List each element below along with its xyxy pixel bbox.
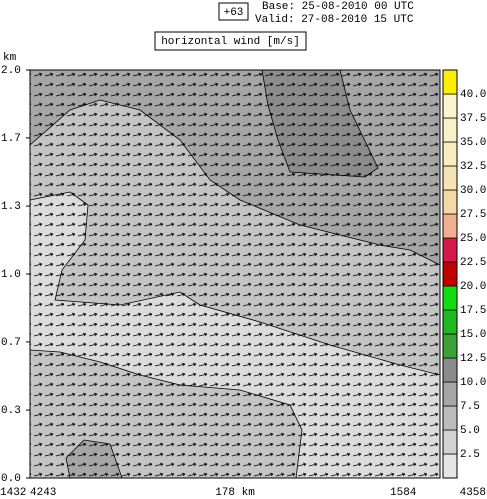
x-label: 1432 xyxy=(0,487,26,499)
wind-vectors xyxy=(30,70,440,478)
base-time: Base: 25-08-2010 00 UTC xyxy=(262,1,414,13)
chart-title: horizontal wind [m/s] xyxy=(161,36,300,48)
colorbar-tick-label: 32.5 xyxy=(460,161,486,173)
colorbar-tick-label: 25.0 xyxy=(460,233,486,245)
colorbar-segment xyxy=(442,237,458,263)
colorbar-segment xyxy=(442,309,458,335)
colorbar-tick-label: 5.0 xyxy=(460,425,480,437)
colorbar-tick-label: 40.0 xyxy=(460,89,486,101)
colorbar-segment xyxy=(442,213,458,239)
y-axis-label: km xyxy=(3,52,17,64)
colorbar-tick-label: 37.5 xyxy=(460,113,486,125)
colorbar-tick-label: 30.0 xyxy=(460,185,486,197)
colorbar-segment xyxy=(442,357,458,383)
y-tick-label: 1.0 xyxy=(1,269,21,281)
colorbar-frame xyxy=(442,69,458,479)
run-box xyxy=(218,2,249,21)
run-label: +63 xyxy=(224,7,244,19)
colorbar-tick-label: 10.0 xyxy=(460,377,486,389)
colorbar-segment xyxy=(442,405,458,431)
x-label: 4243 xyxy=(30,487,56,499)
colorbar-segment xyxy=(442,261,458,287)
colorbar-tick-label: 20.0 xyxy=(460,281,486,293)
colorbar-tick-label: 15.0 xyxy=(460,329,486,341)
plot-area xyxy=(29,69,441,479)
valid-time: Valid: 27-08-2010 15 UTC xyxy=(255,14,414,26)
colorbar-tick-label: 17.5 xyxy=(460,305,486,317)
colorbar-segment xyxy=(442,93,458,119)
colorbar-segment xyxy=(442,285,458,311)
colorbar-segment xyxy=(442,189,458,215)
title-box xyxy=(154,31,307,51)
colorbar-segment xyxy=(442,165,458,191)
y-tick-label: 0.3 xyxy=(1,405,21,417)
x-label: 1584 xyxy=(390,487,417,499)
colorbar-tick-label: 12.5 xyxy=(460,353,486,365)
colorbar-tick-label: 2.5 xyxy=(460,449,480,461)
colorbar-segment xyxy=(442,117,458,143)
y-tick-label: 0.0 xyxy=(1,473,21,485)
colorbar-tick-label: 27.5 xyxy=(460,209,486,221)
colorbar-segment xyxy=(442,141,458,167)
colorbar-tick-label: 22.5 xyxy=(460,257,486,269)
y-tick-label: 1.7 xyxy=(1,133,21,145)
colorbar-segment xyxy=(442,333,458,359)
colorbar-tick-label: 7.5 xyxy=(460,401,480,413)
x-label: 178 km xyxy=(215,487,255,499)
colorbar-segment xyxy=(442,429,458,455)
y-tick-label: 2.0 xyxy=(1,65,21,77)
colorbar-segment xyxy=(442,381,458,407)
colorbar-segment xyxy=(442,453,458,479)
y-tick-label: 1.3 xyxy=(1,201,21,213)
colorbar-tick-label: 35.0 xyxy=(460,137,486,149)
x-label: 4358 xyxy=(460,487,486,499)
colorbar-segment xyxy=(442,69,458,95)
y-tick-label: 0.7 xyxy=(1,337,21,349)
